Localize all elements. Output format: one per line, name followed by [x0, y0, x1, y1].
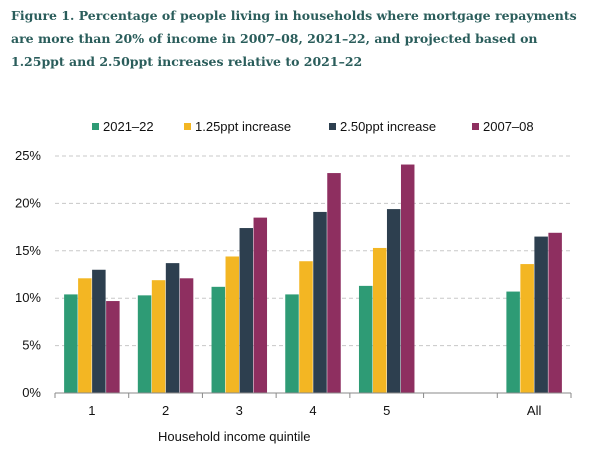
legend-swatch [92, 123, 99, 130]
bar [327, 173, 341, 393]
bar [225, 256, 240, 393]
bar [400, 164, 415, 393]
x-tick-label: All [527, 403, 542, 418]
x-tick-label: 4 [309, 403, 316, 418]
bar [313, 211, 327, 393]
bar [299, 261, 313, 393]
bar [372, 247, 387, 393]
bar [548, 232, 562, 393]
legend: 2021–22 1.25ppt increase 2.50ppt increase 2… [92, 119, 534, 134]
y-tick-label: 25% [15, 148, 41, 163]
axes: 0% 5% 10% 15% 20% 25% 1 2 3 4 5 All [15, 148, 572, 418]
y-tick-label: 15% [15, 243, 41, 258]
y-tick-label: 20% [15, 195, 41, 210]
legend-label: 1.25ppt increase [195, 119, 291, 134]
bar [106, 301, 120, 393]
y-tick-label: 5% [22, 338, 41, 353]
bar [239, 228, 254, 393]
x-axis-title: Household income quintile [158, 429, 310, 444]
bar [92, 269, 106, 393]
bar [151, 280, 166, 393]
bar [78, 278, 92, 393]
x-tick-label: 3 [236, 403, 243, 418]
bar [506, 291, 520, 393]
chart-title: Figure 1. Percentage of people living in… [11, 8, 577, 69]
bar [358, 285, 373, 393]
legend-label: 2.50ppt increase [340, 119, 436, 134]
legend-label: 2007–08 [483, 119, 534, 134]
bar [179, 278, 194, 393]
y-tick-label: 10% [15, 290, 41, 305]
x-tick-label: 1 [88, 403, 95, 418]
bar [520, 264, 534, 393]
legend-swatch [329, 123, 336, 130]
gridlines [55, 155, 571, 347]
bar [253, 217, 268, 393]
bar [211, 286, 226, 393]
bar [386, 209, 401, 393]
legend-label: 2021–22 [103, 119, 154, 134]
bar [64, 294, 78, 393]
bar [165, 263, 180, 393]
legend-swatch [184, 123, 191, 130]
y-tick-label: 0% [22, 385, 41, 400]
bar [285, 294, 299, 393]
x-tick-label: 2 [162, 403, 169, 418]
legend-swatch [472, 123, 479, 130]
bar [137, 295, 152, 393]
bars [64, 164, 562, 393]
bar [534, 236, 548, 393]
x-tick-label: 5 [383, 403, 390, 418]
